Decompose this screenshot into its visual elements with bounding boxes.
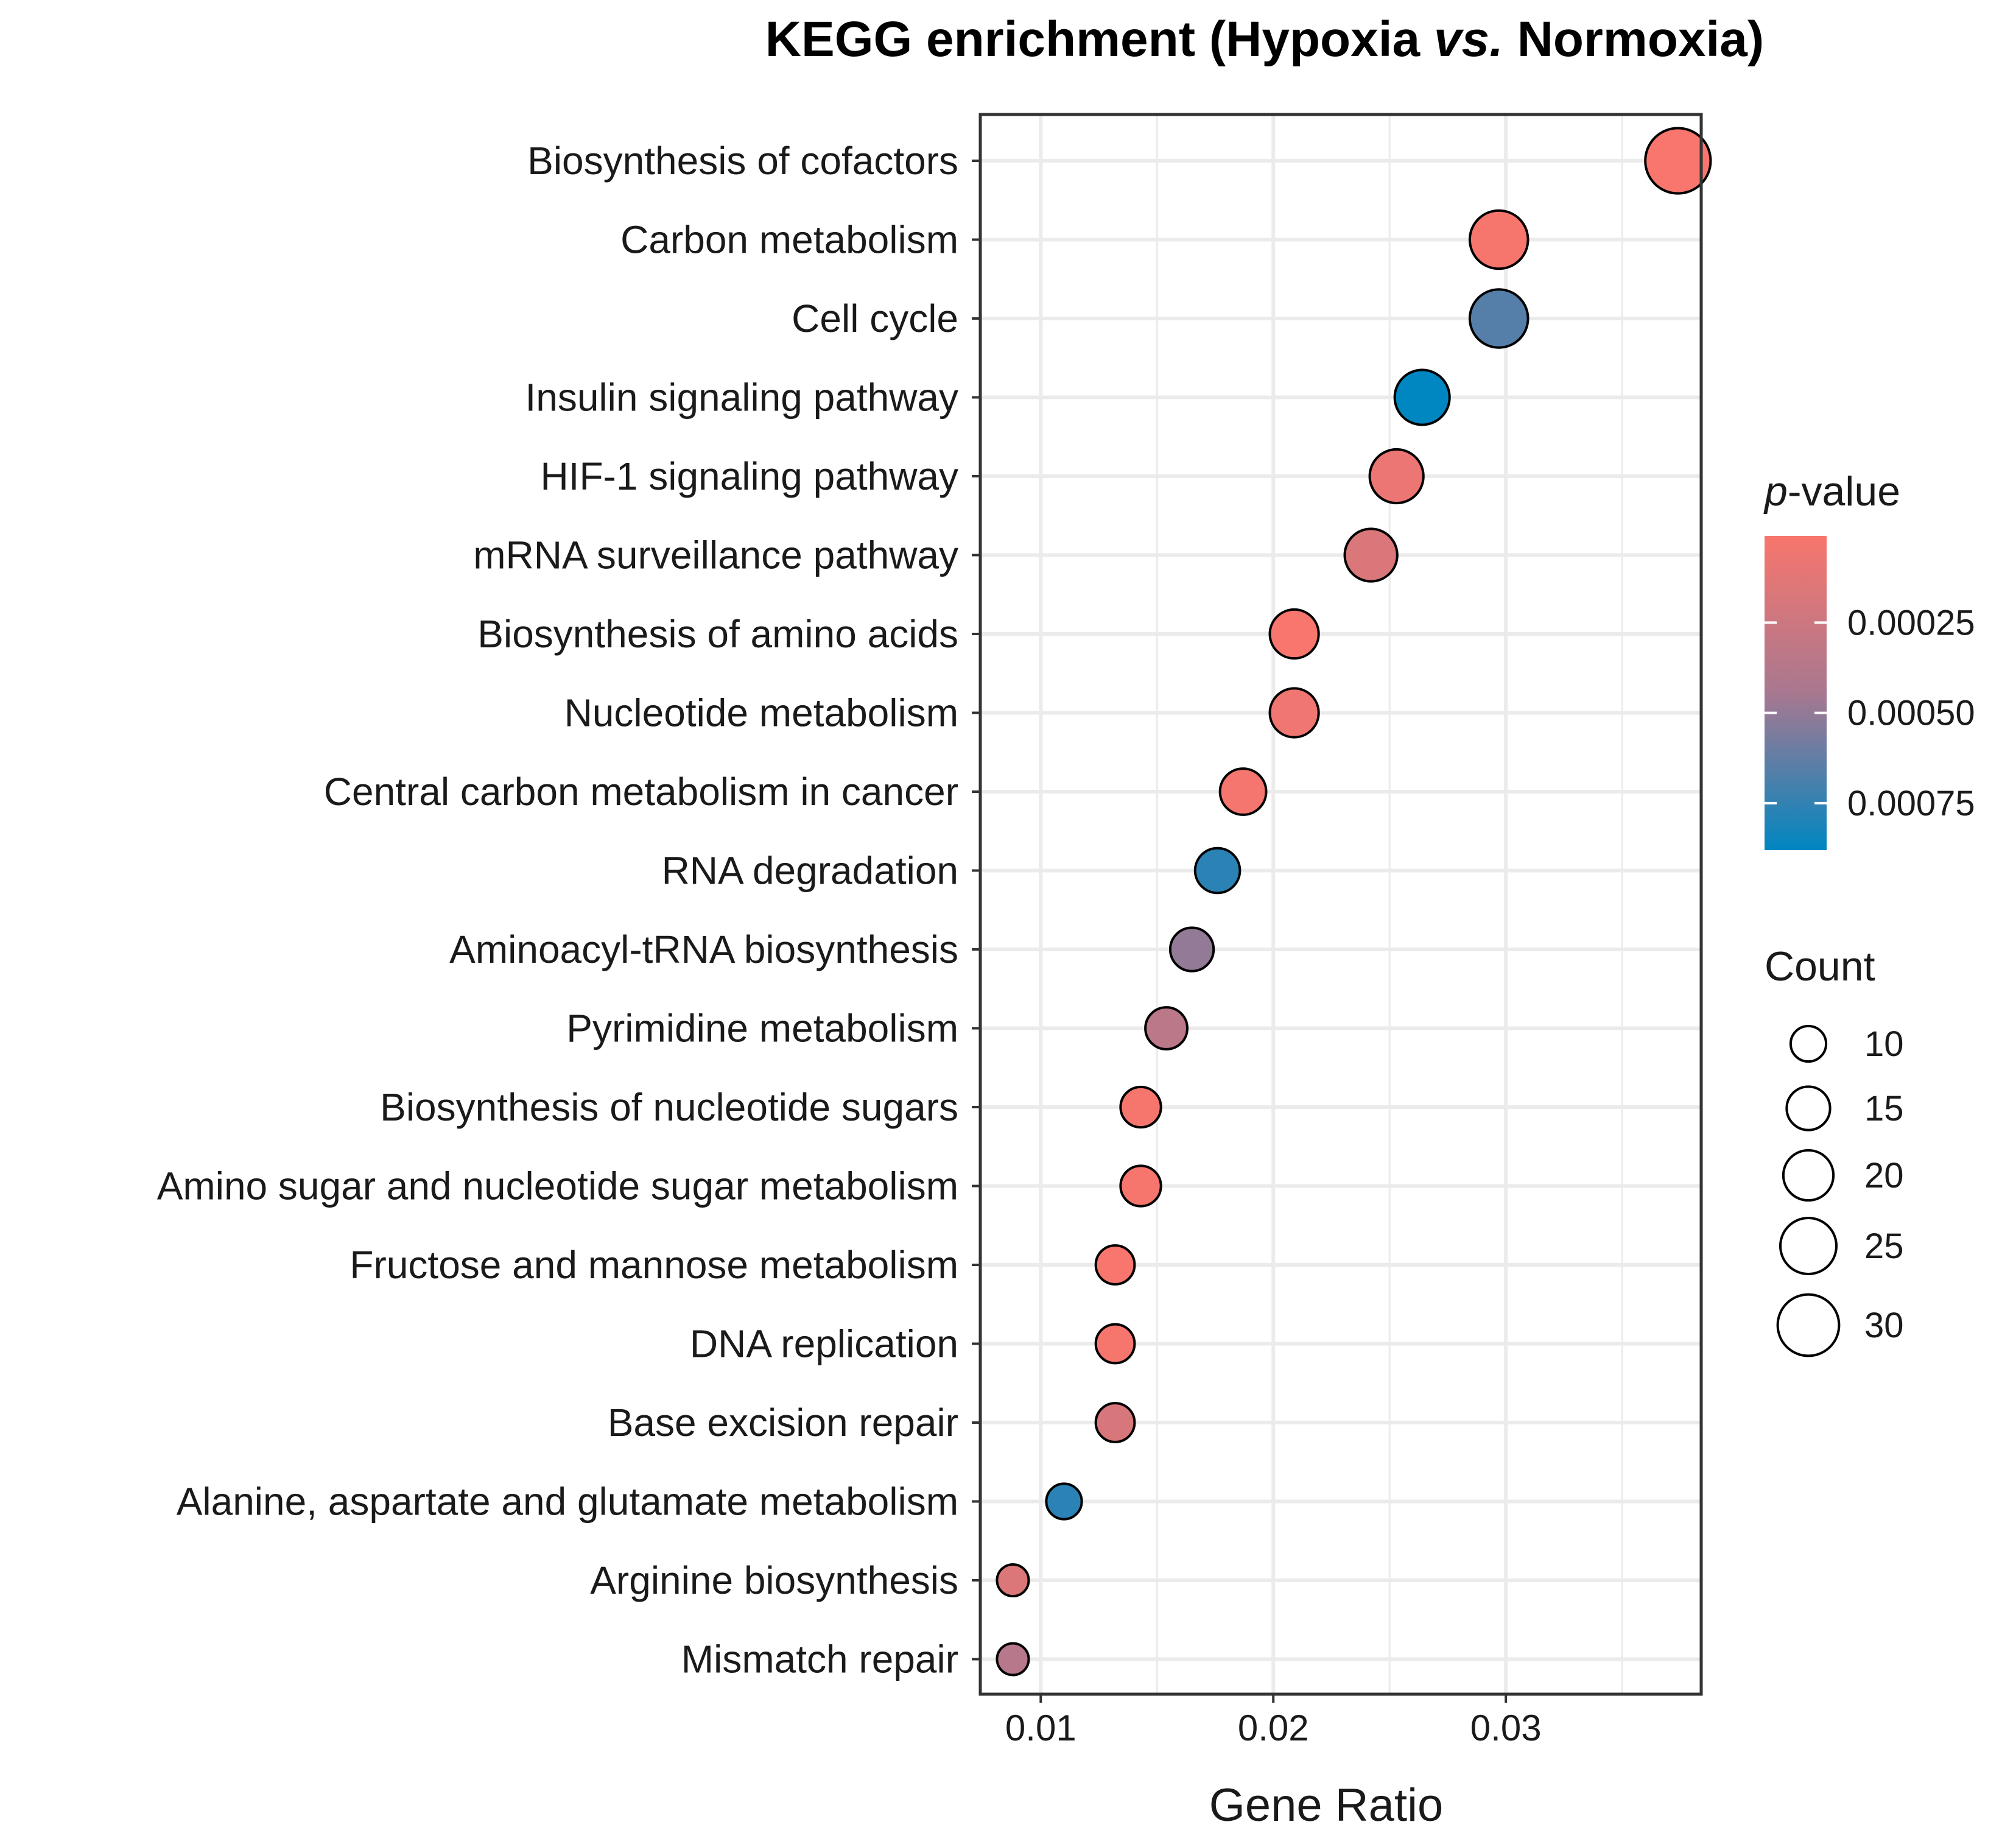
y-tick-label: Base excision repair (608, 1401, 958, 1445)
data-point (1393, 368, 1451, 426)
size-legend-label: 20 (1864, 1156, 1904, 1195)
y-tick-label: Biosynthesis of nucleotide sugars (380, 1085, 958, 1129)
size-legend-label: 30 (1864, 1306, 1904, 1345)
color-legend-title: p-value (1763, 468, 1900, 515)
size-legend-key (1776, 1293, 1841, 1357)
data-point (1119, 1164, 1162, 1208)
y-axis: Biosynthesis of cofactors Carbon metaboli… (157, 139, 980, 1681)
color-bar-tick-label: 0.00050 (1847, 694, 1975, 733)
y-tick-label: Aminoacyl-tRNA biosynthesis (449, 927, 958, 971)
data-point (996, 1563, 1030, 1598)
data-point (1468, 209, 1530, 270)
color-legend: p-value 0.00025 0.00050 0.00075 (1763, 468, 1975, 850)
y-tick-label: Cell cycle (792, 297, 958, 340)
data-point (1168, 926, 1215, 973)
panel-border (978, 113, 1703, 1696)
x-tick-label: 0.03 (1470, 1708, 1542, 1748)
y-tick-label: Alanine, aspartate and glutamate metabol… (177, 1480, 958, 1524)
y-tick-label: Arginine biosynthesis (590, 1558, 958, 1602)
data-point (1144, 1006, 1189, 1050)
color-bar-ticks: 0.00025 0.00050 0.00075 (1765, 603, 1975, 823)
size-legend-key (1785, 1085, 1832, 1131)
y-tick-label: Insulin signaling pathway (525, 376, 958, 420)
data-point (1193, 846, 1242, 895)
size-legend-key (1782, 1149, 1835, 1202)
color-legend-title-suffix: -value (1788, 468, 1900, 515)
color-bar-tick-label: 0.00025 (1847, 603, 1975, 642)
chart-title: KEGG enrichment (Hypoxia vs. Normoxia) (765, 12, 1764, 67)
y-tick-label: Mismatch repair (681, 1638, 958, 1681)
data-point (1268, 687, 1320, 739)
x-axis: 0.01 0.02 0.03 (1005, 1694, 1542, 1748)
data-point (1094, 1244, 1136, 1286)
size-legend-label: 25 (1864, 1226, 1904, 1266)
y-tick-label: Amino sugar and nucleotide sugar metabol… (157, 1164, 958, 1208)
grid-lines (980, 114, 1701, 1694)
data-point (1218, 767, 1268, 816)
y-tick-label: Fructose and mannose metabolism (349, 1243, 958, 1287)
chart-title-suffix: Normoxia) (1503, 12, 1764, 67)
data-point (1368, 448, 1425, 505)
size-legend-label: 15 (1864, 1089, 1904, 1128)
data-point (1094, 1323, 1136, 1365)
data-point (1268, 608, 1320, 660)
x-axis-title: Gene Ratio (1209, 1779, 1443, 1831)
data-point (1119, 1085, 1162, 1129)
y-tick-label: RNA degradation (662, 849, 958, 893)
y-tick-label: Central carbon metabolism in cancer (324, 770, 958, 814)
x-tick-label: 0.01 (1005, 1708, 1076, 1748)
plot-panel (980, 114, 1701, 1694)
size-legend-key (1779, 1217, 1838, 1275)
data-point (1644, 127, 1712, 195)
color-bar (1765, 536, 1827, 850)
size-legend-items: 10 15 20 25 30 (1776, 1024, 1904, 1357)
size-legend-key (1789, 1024, 1828, 1063)
y-tick-label: Biosynthesis of amino acids (477, 612, 958, 656)
color-bar-tick-label: 0.00075 (1847, 784, 1975, 823)
data-point (1468, 288, 1530, 349)
data-points (996, 127, 1712, 1677)
chart-title-prefix: KEGG enrichment (Hypoxia (765, 12, 1434, 67)
y-tick-label: mRNA surveillance pathway (473, 533, 958, 577)
size-legend-label: 10 (1864, 1024, 1904, 1064)
data-point (1045, 1482, 1083, 1521)
y-tick-label: Biosynthesis of cofactors (527, 139, 958, 183)
size-legend-title: Count (1765, 943, 1875, 990)
panel-background (980, 114, 1701, 1694)
size-legend: Count 10 15 20 25 30 (1765, 943, 1904, 1357)
data-point (996, 1642, 1030, 1677)
chart-title-italic: vs. (1434, 12, 1503, 67)
x-tick-label: 0.02 (1238, 1708, 1309, 1748)
y-tick-label: Nucleotide metabolism (564, 691, 958, 735)
data-point (1343, 527, 1399, 583)
y-tick-label: HIF-1 signaling pathway (540, 454, 958, 498)
data-point (1094, 1402, 1136, 1443)
y-tick-label: DNA replication (690, 1322, 958, 1366)
color-legend-title-italic: p (1763, 468, 1788, 515)
y-tick-label: Pyrimidine metabolism (566, 1007, 958, 1050)
y-tick-label: Carbon metabolism (620, 218, 958, 262)
